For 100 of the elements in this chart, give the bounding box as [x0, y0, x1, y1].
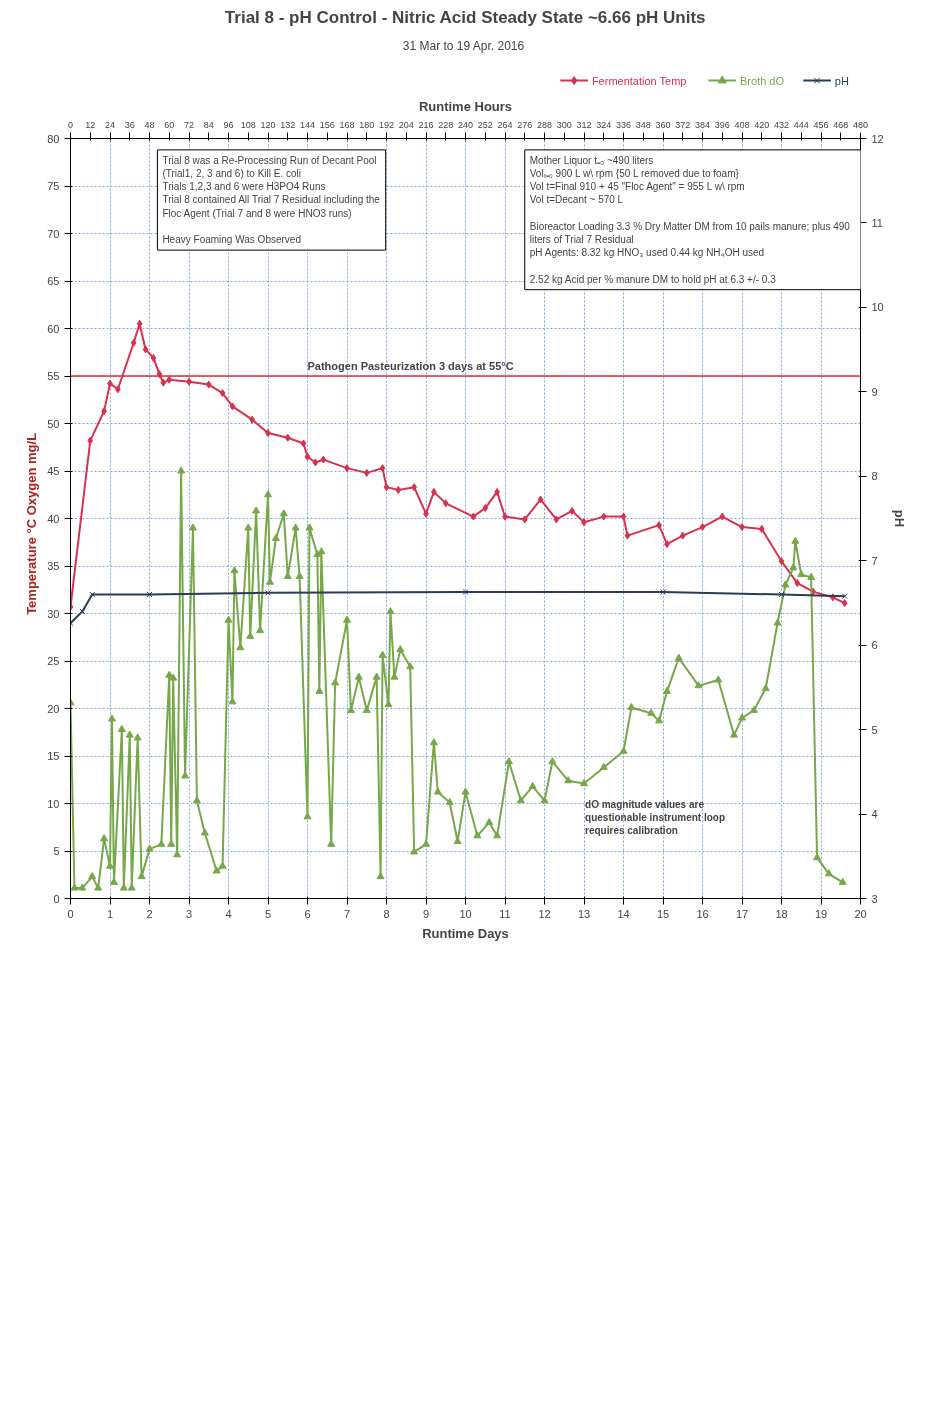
x2-tick-label: 408 [734, 119, 750, 130]
y2-tick-label: 3 [871, 892, 878, 905]
y-tick-label: 75 [47, 180, 60, 192]
x-tick-label: 2 [146, 907, 153, 920]
y2-tick-label: 4 [871, 808, 878, 821]
x2-tick-label: 84 [203, 119, 214, 130]
x2-tick-label: 360 [655, 119, 671, 130]
x2-tick-label: 120 [260, 119, 276, 130]
text: Trial 8 was a Re-Processing Run of Decant Pool (Trial1, 2, 3 and 6) to Kill E. coli Trials 1,2,3 and 6 were H3PO4 Runs Trial 8 contained All Trial 7 Residual including the Floc Agent (Trial 7 and 8 were HNO3 runs) Heavy Foaming Was Observed [162, 154, 380, 246]
x2-tick-label: 336 [615, 119, 632, 130]
x-tick-label: 17 [735, 907, 749, 920]
x-tick-label: 20 [854, 907, 867, 920]
x2-tick-label: 36 [124, 119, 135, 130]
x-tick-label: 1 [106, 907, 114, 920]
legend-label: Fermentation Temp [591, 74, 687, 87]
y2-tick-label: 12 [871, 132, 884, 145]
x2-tick-label: 168 [339, 119, 355, 130]
x-tick-label: 11 [499, 907, 511, 920]
y2-tick-label: 5 [871, 723, 878, 736]
x-tick-label: 8 [383, 907, 390, 920]
x-tick-label: 7 [343, 907, 351, 920]
x2-tick-label: 372 [675, 119, 691, 130]
x2-tick-label: 432 [773, 119, 790, 130]
x-axis-title: Runtime Days [422, 925, 509, 941]
x2-tick-label: 24 [104, 119, 116, 130]
x2-tick-label: 396 [714, 119, 730, 130]
x2-tick-label: 300 [556, 119, 572, 130]
y-axis-title: Temperature °C Oxygen mg/L [24, 432, 40, 615]
y-tick-label: 80 [47, 132, 60, 145]
x2-tick-label: 468 [833, 119, 849, 130]
y-tick-label: 45 [47, 465, 60, 477]
x2-tick-label: 264 [497, 119, 513, 130]
y2-tick-label: 11 [871, 216, 883, 229]
x-tick-label: 18 [775, 907, 788, 920]
x2-tick-label: 276 [517, 119, 533, 130]
legend-label: Broth dO [740, 74, 785, 87]
legend-label: pH [834, 74, 849, 87]
x-tick-label: 5 [264, 907, 272, 920]
y-tick-label: 30 [47, 607, 60, 620]
y-tick-label: 65 [47, 275, 60, 287]
x2-tick-label: 132 [280, 119, 296, 130]
y-tick-label: 15 [47, 750, 60, 762]
x-tick-label: 19 [814, 907, 828, 920]
y-tick-label: 20 [47, 702, 60, 715]
chart-subtitle: 31 Mar to 19 Apr. 2016 [402, 38, 525, 53]
x-tick-label: 4 [225, 907, 232, 920]
y2-tick-label: 9 [871, 385, 878, 398]
ref-line-label: Pathogen Pasteurization 3 days at 55°C [307, 360, 514, 372]
text: Mother Liquor t₌₀ ~490 liters Volₜ₌₀ 900 L w\ rpm {50 L removed due to foam} Vol t=Final 910 + 45 "Floc Agent" = 955 L w\ rpm Vol t=Decant ~ 570 L Bioreactor Loading 3.3 % Dry Matter DM from 10 pails manure; plus 490 liters of Trial 7 Residual pH Agents: 8.32 kg HNO₃ used 0.44 kg NH₄OH used 2.52 kg Acid per % manure DM to hold pH at 6.3 +/- 0.3 [529, 154, 850, 285]
x-tick-label: 9 [422, 907, 430, 920]
x2-tick-label: 420 [754, 119, 770, 130]
x2-tick-label: 156 [319, 119, 335, 130]
x2-tick-label: 72 [183, 119, 195, 130]
x-tick-label: 15 [656, 907, 670, 920]
y-tick-label: 10 [47, 797, 60, 810]
y2-tick-label: 10 [871, 301, 884, 314]
y-tick-label: 70 [47, 227, 60, 240]
y2-tick-label: 8 [871, 470, 878, 483]
x2-tick-label: 228 [438, 119, 454, 130]
y-tick-label: 50 [47, 417, 60, 430]
x2-tick-label: 444 [793, 119, 809, 130]
x-tick-label: 16 [696, 907, 709, 920]
x2-tick-label: 192 [378, 119, 395, 130]
x-tick-label: 12 [538, 907, 551, 920]
x2-tick-label: 480 [852, 119, 869, 130]
x2-tick-label: 240 [457, 119, 474, 130]
x2-tick-label: 384 [694, 119, 711, 130]
x2-tick-label: 108 [240, 119, 256, 130]
y2-axis-title: pH [891, 509, 907, 528]
x-tick-label: 3 [185, 907, 193, 920]
y-tick-label: 25 [47, 655, 60, 667]
x-tick-label: 0 [67, 907, 74, 920]
x2-tick-label: 204 [398, 119, 414, 130]
x-tick-label: 6 [304, 907, 311, 920]
x2-tick-label: 60 [164, 119, 175, 130]
y-tick-label: 55 [47, 370, 60, 382]
y-tick-label: 35 [47, 560, 60, 572]
x2-tick-label: 288 [536, 119, 553, 130]
x2-tick-label: 96 [223, 119, 234, 130]
y-tick-label: 60 [47, 322, 60, 335]
x2-tick-label: 456 [813, 119, 829, 130]
chart-title: Trial 8 - pH Control - Nitric Acid Steady State ~6.66 pH Units [224, 7, 706, 27]
x2-tick-label: 48 [144, 119, 155, 130]
x2-tick-label: 180 [359, 119, 375, 130]
y2-tick-label: 7 [871, 554, 878, 567]
x2-tick-label: 144 [299, 119, 316, 130]
x2-tick-label: 348 [635, 119, 651, 130]
x2-tick-label: 252 [477, 119, 493, 130]
x-tick-label: 13 [577, 907, 591, 920]
x2-tick-label: 312 [576, 119, 592, 130]
x-tick-label: 10 [459, 907, 472, 920]
x2-tick-label: 12 [85, 119, 96, 130]
x2-axis-title: Runtime Hours [418, 98, 513, 114]
annotation: dO magnitude values are questionable instrument loop requires calibration [585, 799, 726, 837]
x2-tick-label: 216 [418, 119, 434, 130]
x-tick-label: 14 [617, 907, 630, 920]
y2-tick-label: 6 [871, 639, 878, 652]
y-tick-label: 5 [53, 845, 60, 857]
y-tick-label: 0 [53, 892, 60, 905]
x2-tick-label: 324 [596, 119, 612, 130]
